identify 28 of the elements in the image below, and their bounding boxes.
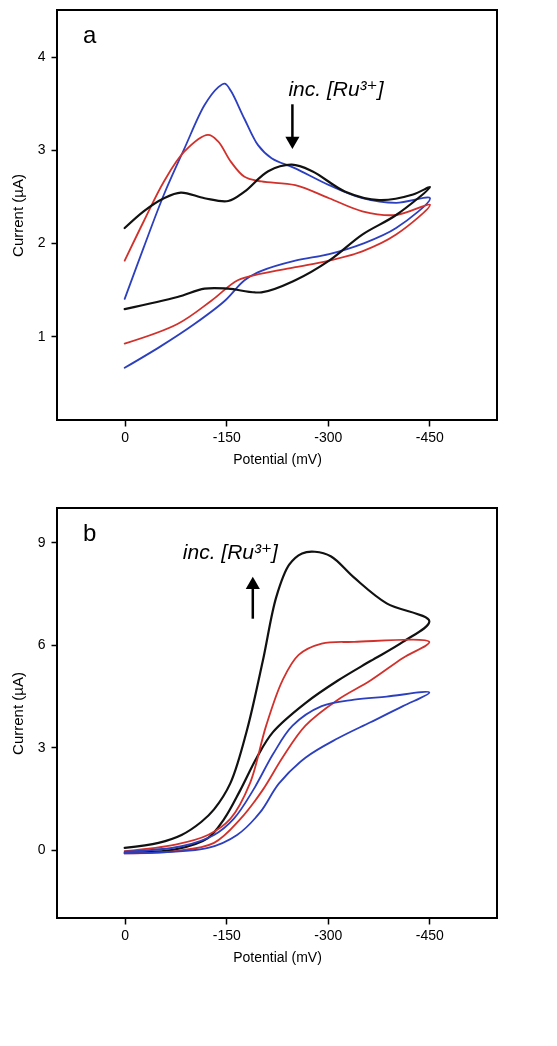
annotation: b <box>83 519 97 546</box>
line-series <box>123 133 431 345</box>
x-tick-label: -450 <box>415 926 445 943</box>
x-tick-label: 0 <box>121 428 130 445</box>
y-tick-label: 6 <box>37 636 46 653</box>
y-axis-title: Current (µA) <box>8 672 26 755</box>
y-tick-label: 4 <box>37 48 46 65</box>
annotation: inc. [Ru³⁺] <box>288 76 385 100</box>
y-tick-label: 3 <box>37 141 46 158</box>
line-series <box>123 163 432 311</box>
y-tick-label: 1 <box>37 327 46 344</box>
x-tick-label: -300 <box>314 428 343 445</box>
line-series <box>123 691 431 855</box>
y-tick-label: 9 <box>37 533 46 550</box>
x-tick-label: -150 <box>212 428 241 445</box>
y-tick-label: 0 <box>37 841 46 858</box>
x-tick-label: 0 <box>121 926 130 943</box>
x-axis-title: Potential (mV) <box>233 450 322 467</box>
x-tick-label: -450 <box>415 428 445 445</box>
annotation: a <box>83 21 97 48</box>
x-tick-label: -300 <box>314 926 343 943</box>
y-axis-title: Current (µA) <box>8 174 26 257</box>
annotation: inc. [Ru³⁺] <box>182 539 280 563</box>
x-tick-label: -150 <box>212 926 241 943</box>
line-series <box>123 82 431 369</box>
x-axis-title: Potential (mV) <box>233 948 322 965</box>
y-tick-label: 3 <box>37 738 46 755</box>
y-tick-label: 2 <box>37 234 46 251</box>
